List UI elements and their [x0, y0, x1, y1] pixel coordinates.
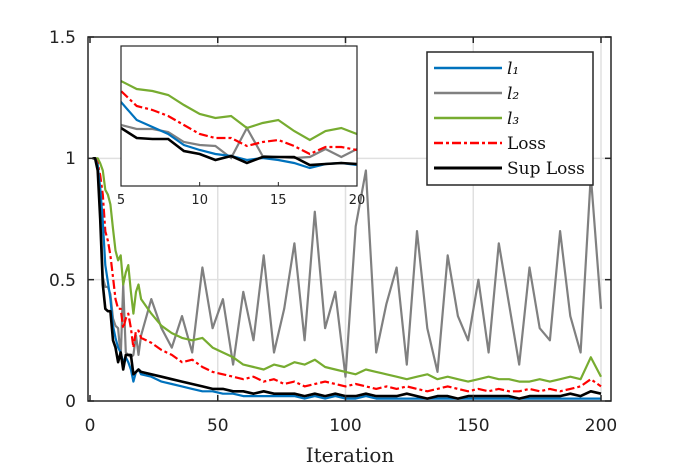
series-line-loss	[92, 157, 602, 393]
legend-item-loss: Loss	[434, 134, 546, 154]
legend-label: l₃	[507, 109, 519, 129]
x-tick-label: 100	[329, 416, 361, 436]
legend-item-l3: l₃	[434, 109, 519, 129]
inset-x-tick-label: 5	[117, 193, 125, 208]
inset-ticks	[120, 182, 358, 186]
inset-series	[121, 79, 357, 170]
legend-item-l1: l₁	[434, 59, 519, 79]
x-tick-label: 200	[585, 416, 617, 436]
series-line-l3	[92, 157, 602, 383]
inset-x-tick-label: 10	[191, 193, 208, 208]
inset-x-tick-label: 20	[349, 193, 366, 208]
y-tick-label: 0.5	[49, 271, 76, 291]
legend-item-sup-loss: Sup Loss	[434, 159, 585, 179]
inset-series-line-sup-loss	[121, 125, 357, 167]
inset-series-line-l3	[121, 79, 357, 142]
inset-x-tick-labels: 5 10 15 20	[117, 193, 365, 208]
y-tick-label: 1	[65, 149, 76, 169]
inset-background	[121, 46, 357, 186]
inset-series-line-loss	[121, 89, 357, 156]
x-tick-labels: 0 50 100 150 200	[85, 416, 618, 436]
legend-label: Sup Loss	[507, 159, 585, 179]
y-tick-labels: 0 0.5 1 1.5	[49, 28, 76, 412]
series-line-l1	[92, 157, 601, 400]
inset-x-tick-label: 15	[270, 193, 287, 208]
legend-label: Loss	[507, 134, 546, 154]
y-tick-label: 0	[65, 392, 76, 412]
main-axes-box	[87, 36, 612, 402]
main-series	[92, 157, 603, 400]
x-axis-label: Iteration	[306, 443, 395, 467]
legend: l₁ l₂ l₃ Loss Sup Loss	[426, 51, 594, 186]
series-line-l2	[92, 157, 603, 378]
x-tick-label: 0	[85, 416, 96, 436]
legend-label: l₂	[507, 84, 519, 104]
inset-axes-box	[120, 45, 358, 187]
y-tick-label: 1.5	[49, 28, 76, 48]
main-ticks	[88, 36, 611, 402]
series-line-sup-loss	[92, 157, 602, 400]
legend-item-l2: l₂	[434, 84, 519, 104]
x-tick-label: 50	[207, 416, 229, 436]
legend-label: l₁	[507, 59, 519, 79]
x-tick-label: 150	[457, 416, 489, 436]
